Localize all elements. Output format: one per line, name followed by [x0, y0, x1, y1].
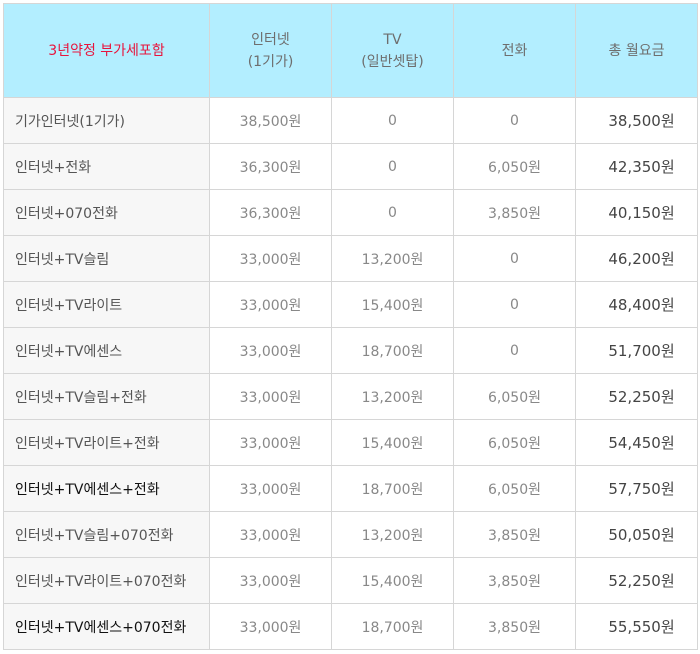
header-phone-label: 전화	[501, 42, 528, 59]
plan-cell: 인터넷+TV라이트+전화	[3, 419, 210, 466]
total-price-cell: 52,250원	[575, 373, 698, 420]
total-price-cell: 50,050원	[575, 511, 698, 558]
table-row: 인터넷+TV슬림 33,000원 13,200원 0 46,200원	[3, 235, 698, 282]
plan-cell: 인터넷+TV라이트	[3, 281, 210, 328]
header-row: 3년약정 부가세포함 인터넷 (1기가) TV (일반셋탑) 전화 총 월요금	[3, 3, 698, 98]
tv-price-cell: 13,200원	[331, 235, 454, 282]
header-internet: 인터넷 (1기가)	[209, 3, 332, 98]
internet-price-cell: 33,000원	[209, 373, 332, 420]
total-price-cell: 57,750원	[575, 465, 698, 512]
tv-price-cell: 18,700원	[331, 327, 454, 374]
plan-cell: 인터넷+TV에센스	[3, 327, 210, 374]
table-row: 기가인터넷(1기가) 38,500원 0 0 38,500원	[3, 97, 698, 144]
plan-cell: 인터넷+TV라이트+070전화	[3, 557, 210, 604]
internet-price-cell: 33,000원	[209, 327, 332, 374]
internet-price-cell: 33,000원	[209, 465, 332, 512]
plan-cell: 인터넷+TV슬림+070전화	[3, 511, 210, 558]
tv-price-cell: 0	[331, 143, 454, 190]
total-price-cell: 42,350원	[575, 143, 698, 190]
tv-price-cell: 15,400원	[331, 557, 454, 604]
plan-cell: 인터넷+TV슬림	[3, 235, 210, 282]
phone-price-cell: 3,850원	[453, 603, 576, 650]
internet-price-cell: 33,000원	[209, 603, 332, 650]
tv-price-cell: 18,700원	[331, 603, 454, 650]
phone-price-cell: 6,050원	[453, 373, 576, 420]
phone-price-cell: 0	[453, 235, 576, 282]
table-body: 기가인터넷(1기가) 38,500원 0 0 38,500원 인터넷+전화 36…	[3, 97, 698, 650]
table-row: 인터넷+TV라이트+070전화 33,000원 15,400원 3,850원 5…	[3, 557, 698, 604]
phone-price-cell: 3,850원	[453, 511, 576, 558]
plan-cell: 인터넷+TV에센스+070전화	[3, 603, 210, 650]
table-row: 인터넷+TV라이트+전화 33,000원 15,400원 6,050원 54,4…	[3, 419, 698, 466]
phone-price-cell: 0	[453, 281, 576, 328]
internet-price-cell: 36,300원	[209, 143, 332, 190]
table-row: 인터넷+전화 36,300원 0 6,050원 42,350원	[3, 143, 698, 190]
tv-price-cell: 0	[331, 97, 454, 144]
internet-price-cell: 33,000원	[209, 419, 332, 466]
phone-price-cell: 3,850원	[453, 557, 576, 604]
internet-price-cell: 33,000원	[209, 235, 332, 282]
total-price-cell: 40,150원	[575, 189, 698, 236]
price-table: 3년약정 부가세포함 인터넷 (1기가) TV (일반셋탑) 전화 총 월요금 …	[3, 3, 698, 650]
total-price-cell: 54,450원	[575, 419, 698, 466]
table-row: 인터넷+TV슬림+070전화 33,000원 13,200원 3,850원 50…	[3, 511, 698, 558]
table-row: 인터넷+TV에센스+전화 33,000원 18,700원 6,050원 57,7…	[3, 465, 698, 512]
internet-price-cell: 38,500원	[209, 97, 332, 144]
internet-price-cell: 36,300원	[209, 189, 332, 236]
phone-price-cell: 6,050원	[453, 143, 576, 190]
phone-price-cell: 0	[453, 327, 576, 374]
table-row: 인터넷+TV에센스+070전화 33,000원 18,700원 3,850원 5…	[3, 603, 698, 650]
phone-price-cell: 3,850원	[453, 189, 576, 236]
header-tv-line2: (일반셋탑)	[361, 53, 424, 70]
header-plan: 3년약정 부가세포함	[3, 3, 210, 98]
tv-price-cell: 0	[331, 189, 454, 236]
tv-price-cell: 15,400원	[331, 281, 454, 328]
plan-cell: 인터넷+TV에센스+전화	[3, 465, 210, 512]
header-total: 총 월요금	[575, 3, 698, 98]
table-row: 인터넷+TV에센스 33,000원 18,700원 0 51,700원	[3, 327, 698, 374]
total-price-cell: 48,400원	[575, 281, 698, 328]
plan-cell: 인터넷+전화	[3, 143, 210, 190]
header-phone: 전화	[453, 3, 576, 98]
tv-price-cell: 13,200원	[331, 511, 454, 558]
plan-cell: 기가인터넷(1기가)	[3, 97, 210, 144]
header-total-label: 총 월요금	[608, 42, 665, 59]
total-price-cell: 55,550원	[575, 603, 698, 650]
header-tv-line1: TV	[383, 31, 402, 48]
internet-price-cell: 33,000원	[209, 281, 332, 328]
internet-price-cell: 33,000원	[209, 511, 332, 558]
phone-price-cell: 6,050원	[453, 419, 576, 466]
tv-price-cell: 15,400원	[331, 419, 454, 466]
header-plan-label: 3년약정 부가세포함	[48, 42, 165, 59]
table-row: 인터넷+TV라이트 33,000원 15,400원 0 48,400원	[3, 281, 698, 328]
tv-price-cell: 18,700원	[331, 465, 454, 512]
header-internet-line2: (1기가)	[247, 53, 294, 70]
plan-cell: 인터넷+070전화	[3, 189, 210, 236]
tv-price-cell: 13,200원	[331, 373, 454, 420]
table-row: 인터넷+TV슬림+전화 33,000원 13,200원 6,050원 52,25…	[3, 373, 698, 420]
plan-cell: 인터넷+TV슬림+전화	[3, 373, 210, 420]
header-tv: TV (일반셋탑)	[331, 3, 454, 98]
table-row: 인터넷+070전화 36,300원 0 3,850원 40,150원	[3, 189, 698, 236]
total-price-cell: 52,250원	[575, 557, 698, 604]
total-price-cell: 38,500원	[575, 97, 698, 144]
table-header: 3년약정 부가세포함 인터넷 (1기가) TV (일반셋탑) 전화 총 월요금	[3, 3, 698, 98]
total-price-cell: 51,700원	[575, 327, 698, 374]
phone-price-cell: 0	[453, 97, 576, 144]
internet-price-cell: 33,000원	[209, 557, 332, 604]
phone-price-cell: 6,050원	[453, 465, 576, 512]
header-internet-line1: 인터넷	[251, 31, 290, 48]
total-price-cell: 46,200원	[575, 235, 698, 282]
